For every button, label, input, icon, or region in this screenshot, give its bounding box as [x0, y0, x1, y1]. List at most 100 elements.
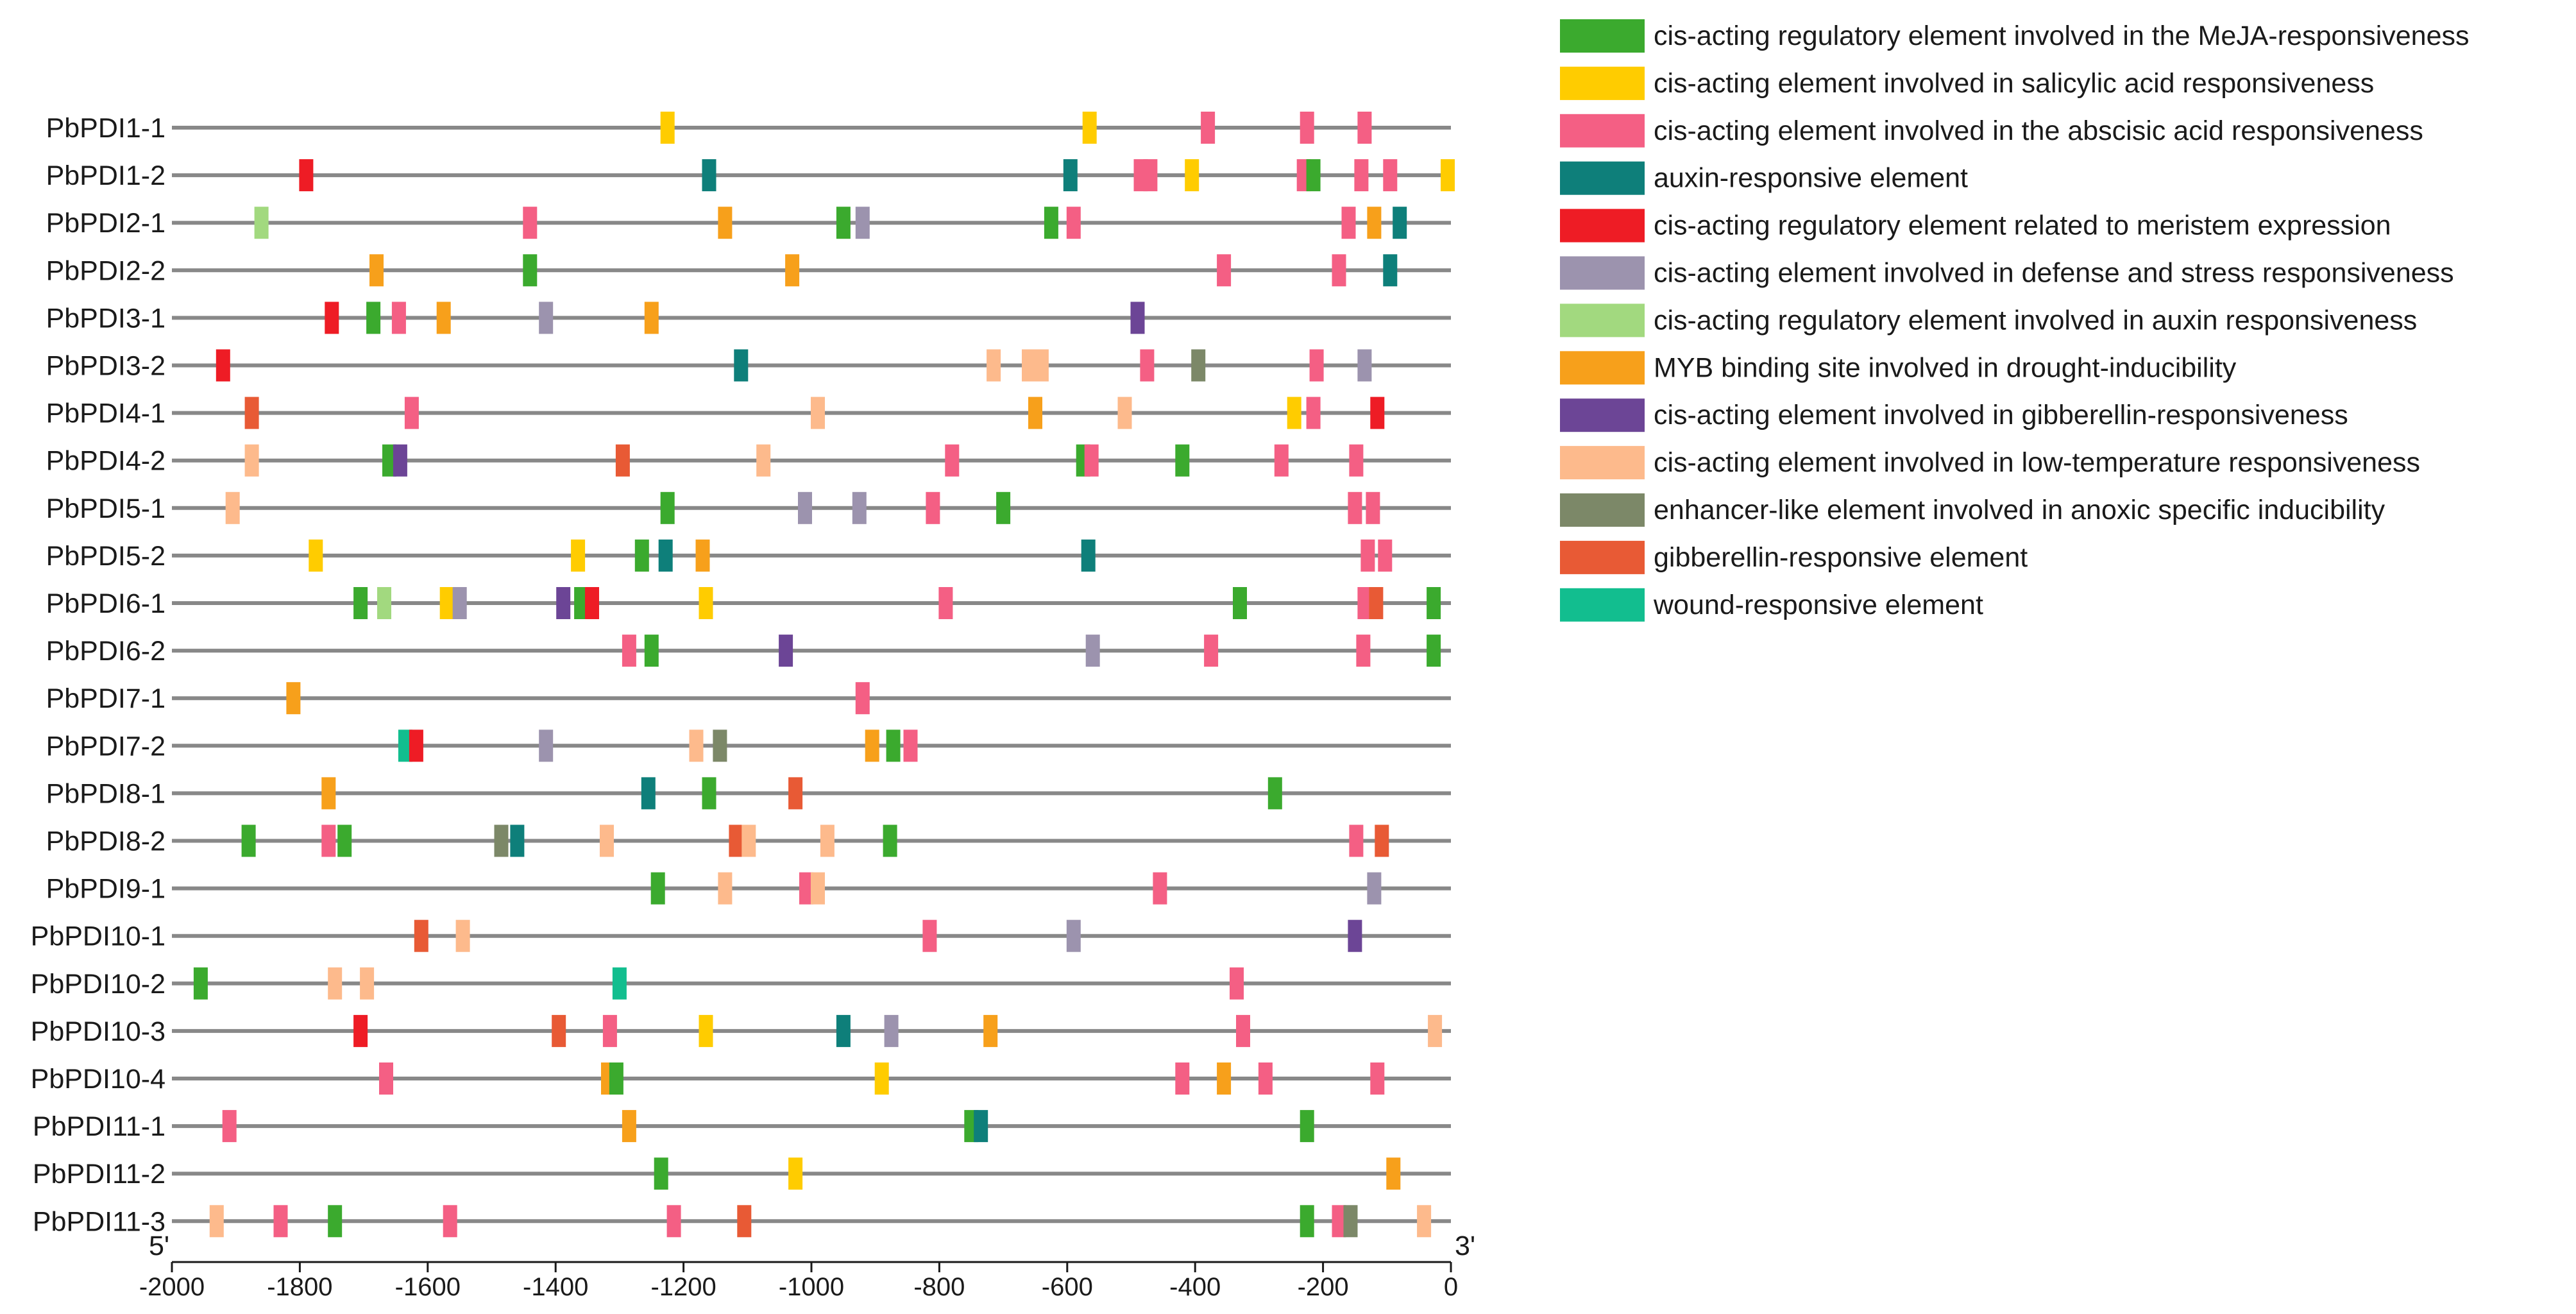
legend-swatch-lowtemp: [1560, 446, 1645, 480]
gene-row: PbPDI4-1: [46, 397, 1451, 429]
element-mark-anoxic: [1191, 349, 1206, 382]
element-mark-lowtemp: [328, 967, 343, 1000]
element-mark-aba: [926, 491, 940, 524]
element-mark-sa: [788, 1157, 803, 1190]
legend-item: cis-acting element involved in salicylic…: [1560, 66, 2374, 100]
element-mark-lowtemp: [455, 919, 470, 952]
element-mark-myb: [644, 302, 659, 334]
three-prime-label: 3': [1455, 1231, 1475, 1261]
element-mark-anoxic: [713, 730, 727, 762]
element-mark-auxin: [1383, 254, 1398, 287]
element-mark-aba: [903, 730, 918, 762]
element-mark-aba: [1175, 1062, 1190, 1095]
legend-swatch-wound: [1560, 588, 1645, 622]
gene-label: PbPDI11-2: [33, 1159, 165, 1190]
gene-label: PbPDI2-1: [46, 208, 165, 239]
element-mark-sa: [1185, 159, 1199, 192]
element-mark-meristem: [1370, 397, 1385, 429]
element-mark-aba: [1341, 207, 1356, 239]
element-mark-auxin: [1063, 159, 1078, 192]
element-mark-lowtemp: [811, 872, 825, 905]
gene-label: PbPDI11-3: [33, 1206, 165, 1237]
element-mark-ga2: [244, 397, 259, 429]
element-mark-defense: [1066, 919, 1081, 952]
legend-label: cis-acting regulatory element related to…: [1654, 210, 2391, 241]
element-mark-meja: [836, 207, 851, 239]
element-mark-ga2: [1369, 587, 1384, 619]
gene-row: PbPDI3-2: [46, 349, 1451, 382]
legend-swatch-auxin2: [1560, 303, 1645, 337]
gene-row: PbPDI7-1: [46, 682, 1451, 715]
element-mark-aba: [1204, 635, 1219, 667]
legend-label: MYB binding site involved in drought-ind…: [1654, 352, 2237, 383]
element-mark-wound: [398, 730, 412, 762]
element-mark-myb: [718, 207, 733, 239]
legend-swatch-auxin: [1560, 161, 1645, 195]
gene-row: PbPDI1-1: [46, 112, 1451, 144]
element-mark-ga2: [615, 444, 630, 477]
gene-label: PbPDI2-2: [46, 255, 165, 286]
element-mark-aba: [666, 1205, 681, 1238]
legend-label: cis-acting element involved in defense a…: [1654, 258, 2454, 289]
legend-swatch-sa: [1560, 66, 1645, 100]
element-mark-aba: [1201, 112, 1216, 144]
gene-label: PbPDI10-4: [31, 1064, 165, 1095]
element-mark-defense: [852, 491, 867, 524]
x-tick-label: -600: [1042, 1273, 1093, 1301]
element-mark-meja: [337, 824, 352, 857]
element-mark-meja: [886, 730, 901, 762]
element-mark-lowtemp: [244, 444, 259, 477]
legend-item: cis-acting regulatory element related to…: [1560, 209, 2391, 243]
gene-label: PbPDI8-2: [46, 826, 165, 857]
element-mark-meja: [241, 824, 256, 857]
gene-row: PbPDI6-2: [46, 635, 1451, 667]
element-mark-lowtemp: [1117, 397, 1132, 429]
element-mark-meja: [328, 1205, 343, 1238]
legend-swatch-defense: [1560, 256, 1645, 290]
element-mark-sa: [660, 112, 675, 144]
element-mark-meristem: [299, 159, 314, 192]
element-mark-aba: [1258, 1062, 1273, 1095]
gene-label: PbPDI10-3: [31, 1016, 165, 1047]
element-mark-aba: [1357, 112, 1372, 144]
element-mark-aba: [1370, 1062, 1385, 1095]
element-mark-defense: [452, 587, 467, 619]
element-mark-meja: [702, 777, 716, 810]
gene-rows: PbPDI1-1 PbPDI1-2 PbPDI2-1 PbPDI2-2 PbPDI3-1…: [31, 112, 1455, 1238]
gene-row: PbPDI10-2: [31, 967, 1451, 1000]
element-mark-meristem: [353, 1014, 368, 1047]
legend-swatch-aba: [1560, 114, 1645, 148]
element-mark-ga: [556, 587, 571, 619]
element-mark-auxin: [836, 1014, 851, 1047]
element-mark-lowtemp: [756, 444, 771, 477]
gene-row: PbPDI11-1: [33, 1110, 1451, 1143]
gene-label: PbPDI9-1: [46, 874, 165, 905]
element-mark-aba: [1230, 967, 1244, 1000]
element-mark-meja: [523, 254, 538, 287]
element-mark-defense: [798, 491, 812, 524]
x-axis: -2000 -1800 -1600 -1400 -1200 -1000 -800 -600 -4…: [139, 1231, 1475, 1301]
gene-row: PbPDI6-1: [46, 587, 1451, 619]
element-mark-defense: [855, 207, 870, 239]
element-mark-meja: [366, 302, 381, 334]
x-tick-label: -800: [913, 1273, 965, 1301]
element-mark-aba: [404, 397, 419, 429]
legend-item: cis-acting element involved in low-tempe…: [1560, 446, 2420, 480]
gene-row: PbPDI2-1: [46, 207, 1451, 239]
legend-label: cis-acting regulatory element involved i…: [1654, 305, 2417, 336]
element-mark-defense: [539, 730, 554, 762]
legend-label: enhancer-like element involved in anoxic…: [1654, 495, 2385, 525]
element-mark-wound: [612, 967, 627, 1000]
element-mark-lowtemp: [718, 872, 733, 905]
gene-row: PbPDI5-1: [46, 491, 1451, 524]
legend-label: cis-acting element involved in low-tempe…: [1654, 447, 2420, 478]
element-mark-aba: [1084, 444, 1099, 477]
element-mark-meja: [382, 444, 396, 477]
element-mark-ga2: [552, 1014, 566, 1047]
element-mark-sa: [1441, 159, 1455, 192]
element-mark-meja: [574, 587, 589, 619]
element-mark-meja: [883, 824, 897, 857]
element-mark-defense: [1367, 872, 1382, 905]
legend: cis-acting regulatory element involved i…: [1560, 19, 2470, 622]
